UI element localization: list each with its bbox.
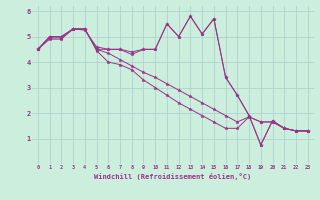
- X-axis label: Windchill (Refroidissement éolien,°C): Windchill (Refroidissement éolien,°C): [94, 173, 252, 180]
